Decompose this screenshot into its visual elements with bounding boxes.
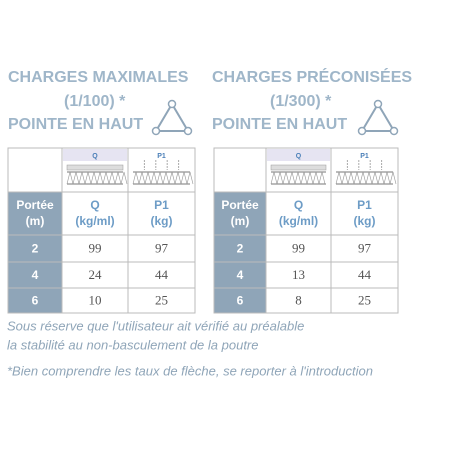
header-text: P1 bbox=[357, 198, 372, 212]
table-title: (1/300) * bbox=[270, 93, 332, 110]
header-text: Q bbox=[294, 198, 303, 212]
cell bbox=[127, 261, 196, 289]
note: Sous réserve que l'utilisateur ait vérif… bbox=[7, 318, 304, 333]
header-cell bbox=[330, 191, 399, 236]
header-text: Q bbox=[90, 198, 99, 212]
header-text: Portée bbox=[221, 198, 259, 212]
header-cell bbox=[127, 191, 196, 236]
triangle-node bbox=[373, 99, 383, 109]
cell-text: 2 bbox=[237, 242, 244, 256]
truss-web bbox=[270, 171, 326, 185]
cell bbox=[7, 147, 63, 193]
cell bbox=[330, 287, 399, 314]
cell-text: 99 bbox=[89, 240, 102, 255]
cell bbox=[61, 234, 129, 263]
diagram-label-bg bbox=[129, 149, 194, 161]
header-text: (m) bbox=[231, 214, 250, 228]
header-text: (kg) bbox=[151, 214, 173, 228]
cell-text: 44 bbox=[155, 267, 169, 282]
triangle-node bbox=[183, 126, 193, 136]
cell-text: 24 bbox=[89, 267, 103, 282]
truss-web bbox=[66, 171, 128, 185]
table-title: CHARGES MAXIMALES bbox=[8, 69, 189, 86]
cell-text: 25 bbox=[358, 292, 371, 307]
cell-text: 2 bbox=[32, 242, 39, 256]
cell bbox=[7, 261, 63, 289]
cell-text: 97 bbox=[155, 240, 169, 255]
cell-text: 6 bbox=[32, 294, 39, 308]
diagram-label: P1 bbox=[360, 153, 369, 160]
cell-text: 99 bbox=[292, 240, 305, 255]
triangle-icon bbox=[360, 102, 396, 132]
cell-text: 25 bbox=[155, 292, 168, 307]
header-cell bbox=[7, 191, 63, 236]
table-title: (1/100) * bbox=[64, 93, 126, 110]
header-cell bbox=[213, 191, 267, 236]
cell-text: 4 bbox=[237, 268, 244, 282]
cell bbox=[213, 234, 267, 263]
diagram-label: Q bbox=[296, 153, 302, 160]
diagram-label-bg bbox=[267, 149, 330, 161]
header-text: Portée bbox=[16, 198, 54, 212]
triangle-node bbox=[167, 99, 177, 109]
cell-text: 44 bbox=[358, 267, 372, 282]
cell-text: 97 bbox=[358, 240, 372, 255]
cell bbox=[213, 147, 267, 193]
cell-text: 4 bbox=[32, 268, 39, 282]
load bbox=[66, 164, 124, 171]
diagram-label: P1 bbox=[157, 153, 166, 160]
note: la stabilité au non-basculement de la po… bbox=[7, 337, 259, 352]
cell-text: 13 bbox=[292, 267, 305, 282]
triangle-icon bbox=[154, 102, 190, 132]
table-title: POINTE EN HAUT bbox=[8, 116, 143, 133]
cell bbox=[213, 287, 267, 314]
header-text: (kg) bbox=[354, 214, 376, 228]
cell bbox=[127, 234, 196, 263]
triangle-node bbox=[357, 126, 367, 136]
load bbox=[270, 164, 327, 171]
cell bbox=[265, 287, 332, 314]
header-text: P1 bbox=[154, 198, 169, 212]
diagram-label: Q bbox=[92, 153, 98, 160]
note: *Bien comprendre les taux de flèche, se … bbox=[7, 363, 373, 378]
cell-text: 6 bbox=[237, 294, 244, 308]
cell bbox=[213, 261, 267, 289]
triangle-node bbox=[389, 126, 399, 136]
cell bbox=[127, 287, 196, 314]
header-text: (kg/ml) bbox=[75, 214, 114, 228]
diagram-label-bg bbox=[332, 149, 397, 161]
header-text: (kg/ml) bbox=[279, 214, 318, 228]
header-text: (m) bbox=[26, 214, 45, 228]
cell-text: 8 bbox=[295, 292, 302, 307]
triangle-node bbox=[151, 126, 161, 136]
cell bbox=[265, 234, 332, 263]
table-title: POINTE EN HAUT bbox=[212, 116, 347, 133]
table-title: CHARGES PRÉCONISÉES bbox=[212, 67, 412, 86]
truss-web bbox=[335, 171, 397, 185]
cell-text: 10 bbox=[89, 292, 102, 307]
diagram-label-bg bbox=[63, 149, 127, 161]
truss-web bbox=[132, 171, 194, 185]
